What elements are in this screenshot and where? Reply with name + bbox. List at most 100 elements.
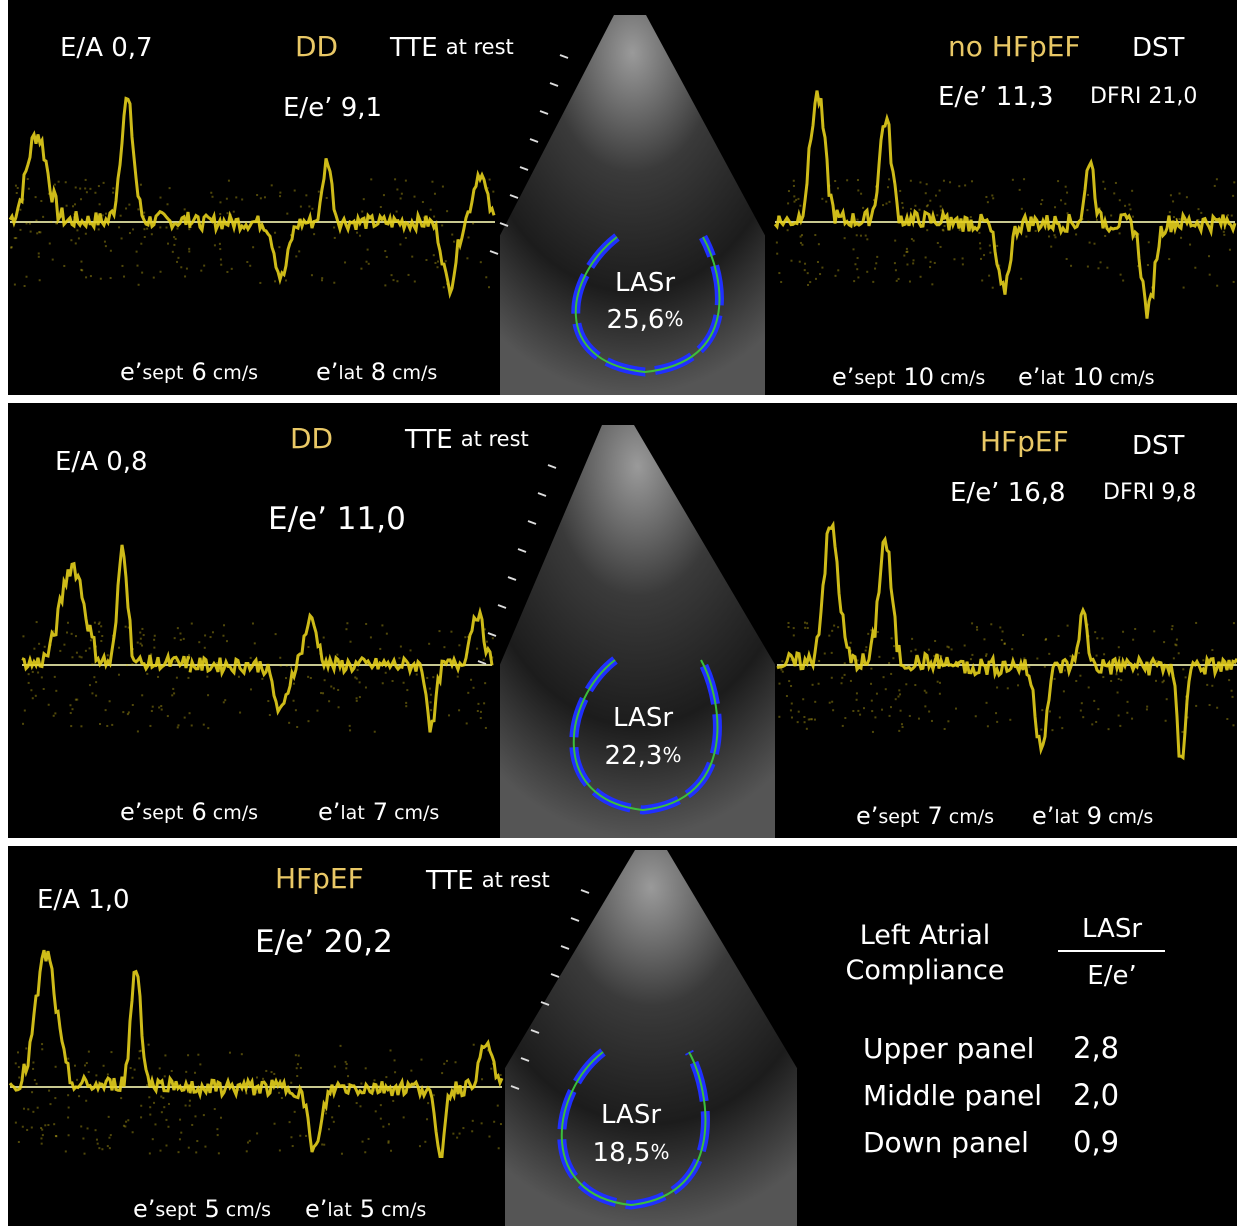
doppler-speckle	[245, 1150, 248, 1153]
doppler-speckle	[70, 632, 73, 635]
doppler-speckle	[921, 667, 924, 670]
diagnosis-part: DD	[290, 422, 333, 455]
doppler-speckle	[279, 195, 282, 198]
depth-tick	[537, 492, 547, 497]
doppler-speckle	[360, 267, 363, 270]
doppler-speckle	[890, 672, 893, 675]
doppler-speckle	[840, 682, 843, 685]
doppler-speckle	[797, 197, 800, 200]
doppler-speckle	[379, 647, 382, 650]
doppler-speckle	[53, 675, 56, 678]
doppler-speckle	[230, 267, 233, 270]
doppler-speckle	[55, 222, 58, 225]
doppler-speckle	[52, 630, 55, 633]
doppler-speckle	[200, 269, 203, 272]
doppler-speckle	[118, 646, 121, 649]
doppler-speckle	[441, 185, 444, 188]
doppler-speckle	[899, 693, 902, 696]
depth-tick	[509, 194, 519, 199]
doppler-speckle	[112, 191, 115, 194]
doppler-speckle	[487, 1049, 490, 1052]
doppler-speckle	[1023, 657, 1026, 660]
doppler-speckle	[870, 682, 873, 685]
doppler-speckle	[255, 1076, 258, 1079]
depth-tick	[510, 1085, 520, 1090]
doppler-speckle	[1126, 700, 1129, 703]
doppler-speckle	[897, 277, 900, 280]
doppler-speckle	[160, 708, 163, 711]
doppler-speckle	[299, 205, 302, 208]
doppler-speckle	[479, 717, 482, 720]
doppler-speckle	[1213, 184, 1216, 187]
doppler-speckle	[1096, 637, 1099, 640]
doppler-speckle	[21, 1125, 24, 1128]
doppler-speckle	[38, 231, 41, 234]
doppler-speckle	[84, 232, 87, 235]
doppler-speckle	[249, 688, 252, 691]
doppler-speckle	[889, 706, 892, 709]
doppler-speckle	[825, 200, 828, 203]
doppler-speckle	[958, 228, 961, 231]
doppler-speckle	[106, 1145, 109, 1148]
doppler-speckle	[228, 1051, 231, 1054]
doppler-speckle	[91, 663, 94, 666]
doppler-speckle	[1087, 635, 1090, 638]
doppler-speckle	[871, 730, 874, 733]
doppler-speckle	[32, 1061, 35, 1064]
doppler-speckle	[213, 244, 216, 247]
doppler-speckle	[1185, 695, 1188, 698]
doppler-speckle	[1036, 657, 1039, 660]
doppler-speckle	[834, 274, 837, 277]
doppler-trace	[773, 90, 947, 230]
doppler-speckle	[35, 1082, 38, 1085]
doppler-speckle	[462, 1127, 465, 1130]
doppler-speckle	[778, 682, 781, 685]
doppler-speckle	[97, 622, 100, 625]
doppler-speckle	[63, 643, 66, 646]
doppler-speckle	[933, 261, 936, 264]
doppler-speckle	[1115, 673, 1118, 676]
doppler-speckle	[381, 624, 384, 627]
doppler-speckle	[821, 197, 824, 200]
doppler-speckle	[85, 191, 88, 194]
doppler-speckle	[172, 687, 175, 690]
doppler-speckle	[162, 1096, 165, 1099]
doppler-speckle	[856, 659, 859, 662]
doppler-speckle	[855, 692, 858, 695]
doppler-speckle	[429, 693, 432, 696]
doppler-speckle	[268, 714, 271, 717]
dfri: DFRI 21,0	[1090, 84, 1197, 109]
doppler-speckle	[428, 642, 431, 645]
doppler-speckle	[365, 663, 368, 666]
doppler-speckle	[433, 192, 436, 195]
doppler-speckle	[1051, 729, 1054, 732]
doppler-speckle	[149, 1113, 152, 1116]
doppler-speckle	[321, 1143, 324, 1146]
doppler-speckle	[803, 269, 806, 272]
doppler-speckle	[910, 650, 913, 653]
doppler-speckle	[396, 280, 399, 283]
doppler-speckle	[274, 280, 277, 283]
doppler-speckle	[950, 648, 953, 651]
doppler-speckle	[793, 200, 796, 203]
doppler-speckle	[856, 218, 859, 221]
doppler-speckle	[85, 1062, 88, 1065]
exam-type-part: TTE	[389, 33, 438, 63]
velocity-label-part: sept	[142, 362, 183, 384]
doppler-trace	[8, 949, 192, 1095]
doppler-speckle	[803, 621, 806, 624]
doppler-speckle	[52, 714, 55, 717]
doppler-speckle	[1155, 679, 1158, 682]
doppler-speckle	[65, 204, 68, 207]
doppler-speckle	[1009, 718, 1012, 721]
doppler-speckle	[893, 180, 896, 183]
doppler-speckle	[1206, 683, 1209, 686]
doppler-speckle	[925, 691, 928, 694]
ea-ratio-part: E/A 1,0	[37, 885, 130, 915]
doppler-speckle	[31, 697, 34, 700]
doppler-speckle	[1129, 208, 1132, 211]
doppler-speckle	[311, 207, 314, 210]
doppler-speckle	[1080, 702, 1083, 705]
velocity-label-part: cm/s	[392, 362, 437, 384]
doppler-speckle	[1079, 674, 1082, 677]
